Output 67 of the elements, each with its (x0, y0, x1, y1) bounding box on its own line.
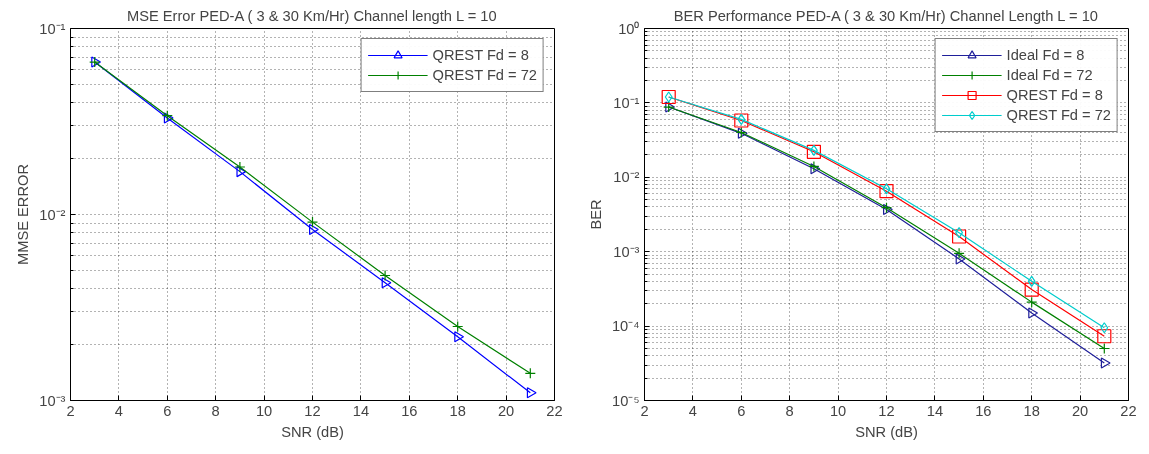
point (1100, 357, 1111, 369)
y-axis-title: BER (587, 199, 604, 230)
x-tick-label: 4 (688, 402, 697, 419)
x-tick-label: 12 (878, 402, 895, 419)
chart-title: MSE Error PED-A ( 3 & 30 Km/Hr) Channel length L = 10 (126, 7, 497, 24)
point (306, 216, 319, 228)
point (379, 269, 391, 282)
legend-label: Ideal Fd = 8 (1006, 47, 1085, 63)
y-tick-label: 10⁻⁴ (611, 318, 640, 335)
x-tick-label: 6 (737, 402, 746, 419)
x-tick-label: 2 (66, 402, 75, 419)
x-tick-label: 20 (497, 402, 515, 419)
y-axis-title: MMSE ERROR (15, 164, 32, 265)
point (882, 183, 891, 195)
y-tick-label: 10⁰ (618, 20, 640, 37)
point (879, 184, 894, 199)
legend-label: QREST Fd = 72 (1006, 107, 1111, 123)
point (381, 277, 392, 289)
x-tick-label: 16 (975, 402, 992, 419)
point (452, 320, 464, 333)
point (454, 331, 465, 343)
point (952, 229, 967, 244)
point (1024, 282, 1039, 297)
x-tick-label: 18 (1023, 402, 1040, 419)
point (524, 367, 536, 379)
point (955, 253, 966, 265)
y-tick-label: 10⁻³ (613, 243, 640, 260)
x-axis-title: SNR (dB) (281, 423, 344, 440)
y-tick-label: 10⁻¹ (613, 94, 640, 111)
y-tick-label: 10⁻⁵ (612, 392, 640, 409)
point (1100, 322, 1109, 334)
legend-label: QREST Fd = 72 (432, 67, 537, 83)
point (1028, 307, 1039, 319)
point (1098, 342, 1110, 355)
x-tick-label: 14 (352, 402, 370, 419)
point (236, 166, 247, 178)
x-tick-label: 22 (546, 402, 563, 419)
x-tick-label: 20 (1071, 402, 1089, 419)
point (309, 223, 319, 236)
x-tick-label: 4 (114, 402, 123, 419)
point (526, 387, 537, 399)
x-tick-label: 6 (163, 402, 172, 419)
x-tick-label: 14 (926, 402, 944, 419)
legend-label: QREST Fd = 8 (432, 47, 529, 63)
x-axis-title: SNR (dB) (855, 423, 918, 440)
legend-label: QREST Fd = 8 (1006, 87, 1103, 103)
x-tick-label: 10 (829, 402, 847, 419)
x-tick-label: 16 (401, 402, 418, 419)
x-tick-label: 18 (449, 402, 466, 419)
legend-label: Ideal Fd = 72 (1006, 67, 1093, 83)
y-tick-label: 10⁻¹ (39, 20, 66, 37)
point (1026, 296, 1038, 308)
chart-title: BER Performance PED-A ( 3 & 30 Km/Hr) Channel Length L = 10 (673, 7, 1098, 24)
y-tick-label: 10⁻² (613, 169, 640, 186)
point (234, 161, 246, 173)
x-tick-label: 2 (640, 402, 649, 419)
point (1097, 329, 1112, 344)
point (955, 227, 964, 239)
y-tick-label: 10⁻³ (39, 392, 66, 409)
x-tick-label: 10 (255, 402, 273, 419)
x-tick-label: 8 (785, 402, 794, 419)
x-tick-label: 12 (304, 402, 321, 419)
point (1027, 275, 1036, 287)
x-tick-label: 8 (211, 402, 220, 419)
point (953, 247, 965, 259)
x-tick-label: 22 (1120, 402, 1137, 419)
y-tick-label: 10⁻² (39, 206, 66, 223)
